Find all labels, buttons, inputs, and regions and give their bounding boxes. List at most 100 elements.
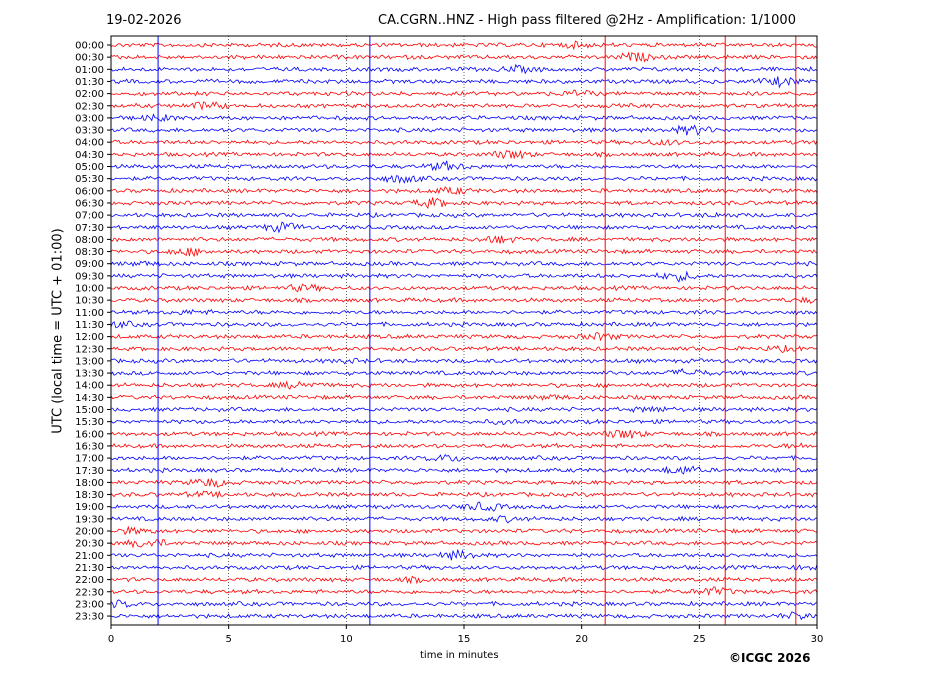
x-tick-label: 20 — [575, 634, 588, 645]
y-tick-label: 22:00 — [75, 575, 104, 586]
y-tick-label: 00:30 — [75, 53, 104, 64]
y-tick-label: 00:00 — [75, 41, 104, 52]
y-tick-label: 20:00 — [75, 527, 104, 538]
y-tick-label: 13:30 — [75, 369, 104, 380]
trace-line — [110, 394, 818, 402]
trace-line — [110, 40, 818, 51]
y-tick-label: 18:00 — [75, 478, 104, 489]
y-tick-label: 23:30 — [75, 612, 104, 623]
y-tick-label: 08:30 — [75, 247, 104, 258]
x-tick-label: 30 — [811, 634, 824, 645]
y-tick-label: 09:00 — [75, 259, 104, 270]
trace-line — [111, 138, 818, 146]
trace-line — [110, 260, 818, 268]
trace-line — [110, 515, 818, 524]
y-tick-label: 12:00 — [75, 332, 104, 343]
trace-line — [110, 124, 818, 136]
trace-line — [110, 454, 818, 462]
trace-line — [110, 174, 818, 185]
y-tick-label: 05:00 — [75, 162, 104, 173]
trace-line — [110, 501, 818, 512]
trace-line — [110, 76, 818, 89]
y-axis-label: UTC (local time = UTC + 01:00) — [50, 228, 66, 434]
y-tick-label: 11:30 — [75, 320, 104, 331]
y-tick-label: 19:30 — [75, 514, 104, 525]
trace-line — [110, 296, 818, 304]
x-tick-label: 15 — [458, 634, 471, 645]
trace-line — [110, 575, 818, 585]
trace-line — [110, 586, 818, 597]
y-tick-label: 04:30 — [75, 150, 104, 161]
y-tick-label: 17:00 — [75, 454, 104, 465]
trace-line — [110, 490, 818, 499]
y-tick-label: 03:00 — [75, 113, 104, 124]
y-tick-label: 21:30 — [75, 563, 104, 574]
trace-line — [110, 113, 818, 123]
y-tick-label: 12:30 — [75, 344, 104, 355]
x-tick-label: 10 — [340, 634, 353, 645]
trace-line — [110, 344, 818, 353]
spikes-layer — [157, 36, 797, 625]
y-tick-label: 09:30 — [75, 271, 104, 282]
trace-line — [110, 308, 818, 316]
y-tick-label: 16:30 — [75, 441, 104, 452]
trace-line — [110, 332, 818, 342]
y-tick-label: 03:30 — [75, 126, 104, 137]
trace-line — [110, 599, 818, 609]
y-tick-label: 02:30 — [75, 101, 104, 112]
copyright-label: ©ICGC 2026 — [729, 651, 811, 665]
y-tick-label: 02:00 — [75, 89, 104, 100]
y-tick-label: 06:30 — [75, 198, 104, 209]
trace-line — [110, 611, 818, 621]
y-tick-label: 13:00 — [75, 356, 104, 367]
y-tick-label: 23:00 — [75, 599, 104, 610]
trace-line — [110, 564, 818, 571]
y-tick-label: 10:00 — [75, 284, 104, 295]
trace-line — [110, 465, 818, 475]
trace-line — [110, 539, 818, 549]
trace-line — [110, 367, 818, 377]
trace-line — [110, 418, 818, 426]
chart-title: CA.CGRN..HNZ - High pass filtered @2Hz -… — [378, 13, 796, 28]
trace-line — [110, 380, 818, 390]
trace-line — [110, 246, 818, 257]
trace-line — [110, 429, 818, 439]
x-tick-label: 25 — [693, 634, 706, 645]
y-tick-label: 01:30 — [75, 77, 104, 88]
y-tick-label: 18:30 — [75, 490, 104, 501]
x-tick-label: 5 — [225, 634, 231, 645]
x-axis-label: time in minutes — [420, 650, 499, 661]
x-tick-label: 0 — [108, 634, 114, 645]
y-tick-label: 07:00 — [75, 211, 104, 222]
y-tick-label: 19:00 — [75, 502, 104, 513]
trace-line — [110, 51, 818, 63]
trace-line — [110, 211, 818, 219]
trace-line — [110, 160, 818, 172]
trace-line — [110, 149, 818, 160]
x-ticks: 0 5 10 15 20 25 30 — [108, 625, 824, 645]
trace-line — [110, 405, 818, 413]
trace-line — [111, 197, 818, 210]
y-tick-label: 10:30 — [75, 296, 104, 307]
trace-line — [110, 283, 818, 293]
trace-line — [110, 235, 818, 244]
y-tick-label: 14:30 — [75, 393, 104, 404]
trace-line — [110, 442, 818, 449]
y-tick-label: 17:30 — [75, 466, 104, 477]
y-tick-label: 20:30 — [75, 539, 104, 550]
trace-line — [110, 63, 818, 75]
trace-line — [110, 101, 818, 111]
y-tick-label: 21:00 — [75, 551, 104, 562]
grid-layer — [228, 36, 700, 625]
traces-layer — [110, 40, 818, 621]
date-label: 19-02-2026 — [106, 13, 182, 28]
y-tick-label: 05:30 — [75, 174, 104, 185]
trace-line — [110, 478, 818, 488]
y-tick-label: 08:00 — [75, 235, 104, 246]
y-tick-label: 11:00 — [75, 308, 104, 319]
y-tick-label: 22:30 — [75, 587, 104, 598]
y-tick-label: 04:00 — [75, 138, 104, 149]
trace-line — [110, 270, 818, 283]
